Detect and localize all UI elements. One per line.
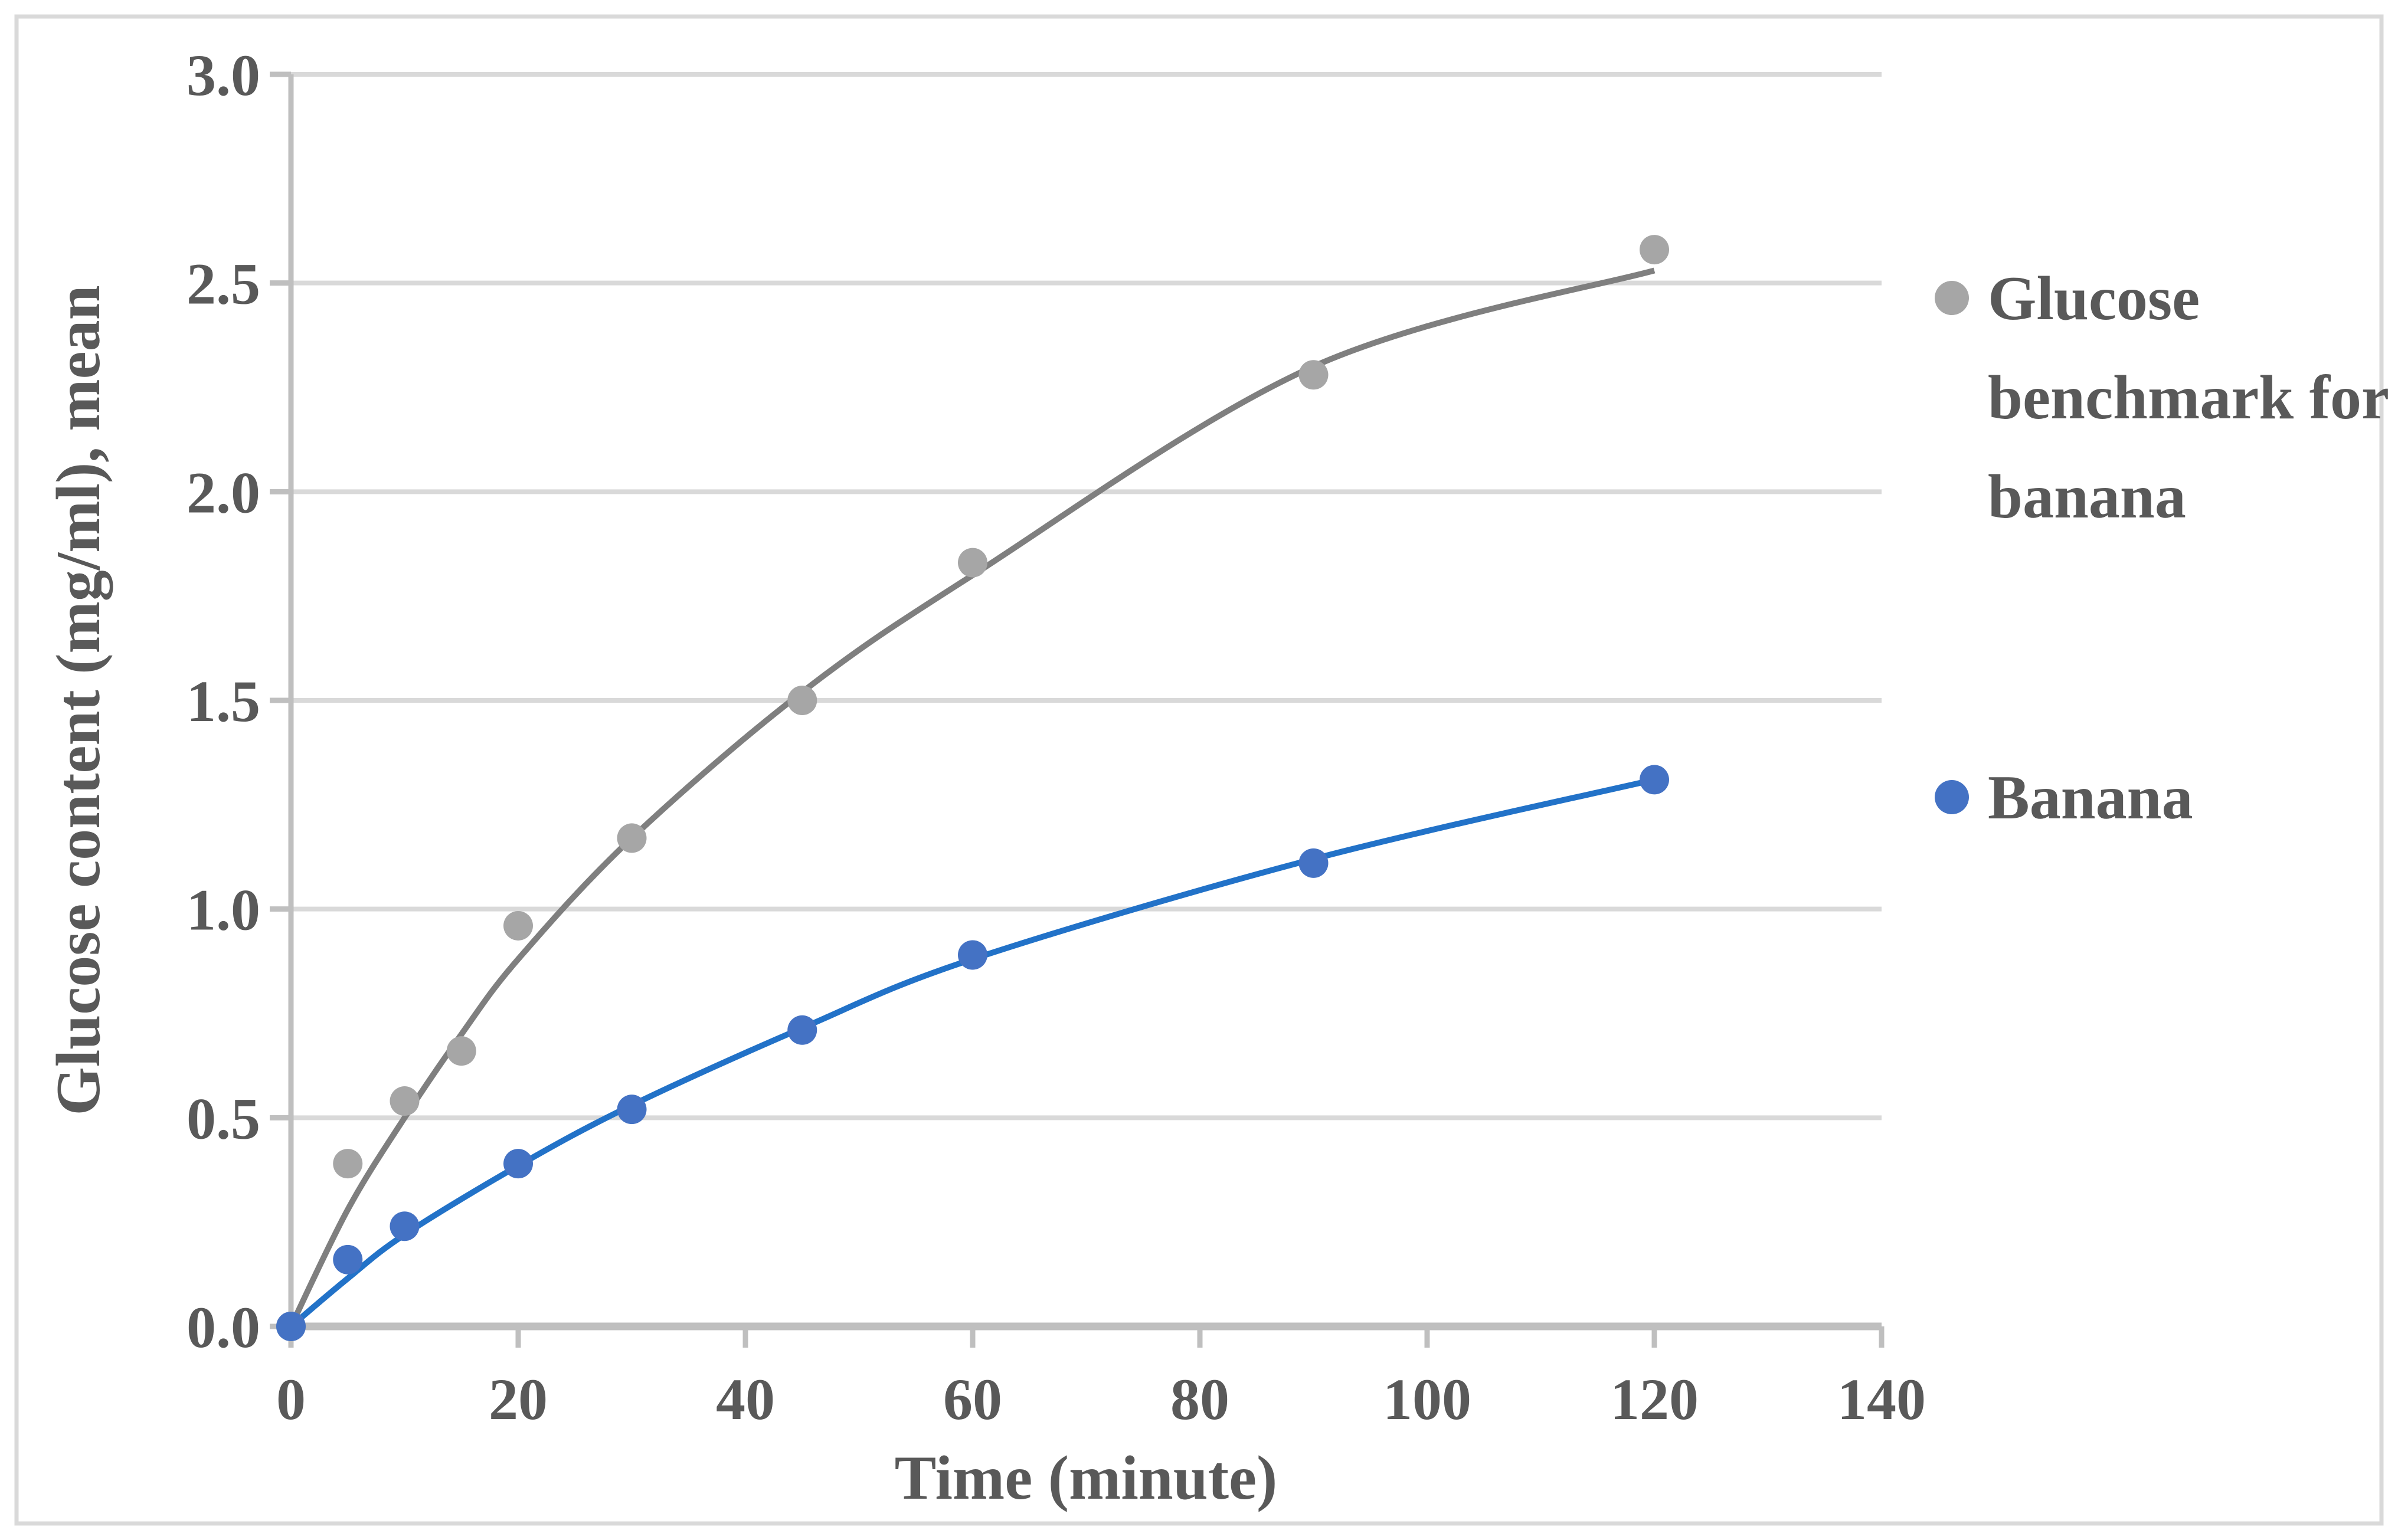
gridlines-group [291, 72, 1882, 1120]
y-tick-label-0.0: 0.0 [187, 1295, 260, 1360]
data-point-banana-90min [1298, 848, 1329, 878]
data-point-banana-20min [503, 1149, 533, 1179]
data-point-banana-0min [276, 1312, 306, 1341]
legend: Glucose benchmark for banana Banana [1935, 264, 2389, 832]
legend-label-benchmark-line2: benchmark for [1988, 363, 2389, 432]
data-point-benchmark-20min [503, 910, 533, 941]
y-axis-title: Glucose content (mg/ml), mean [44, 285, 113, 1115]
y-tick-label-1.5: 1.5 [187, 669, 260, 734]
figure-border [14, 14, 2384, 1526]
data-point-benchmark-30min [617, 823, 647, 853]
x-tick-label-20: 20 [489, 1367, 548, 1432]
data-point-benchmark-45min [787, 686, 817, 715]
x-tick-label-140: 140 [1837, 1367, 1926, 1432]
y-tick-label-2.5: 2.5 [187, 251, 260, 317]
data-point-banana-120min [1640, 765, 1669, 795]
ticks-group [270, 71, 1885, 1348]
x-axis-title: Time (minute) [895, 1443, 1278, 1512]
y-tick-label-0.5: 0.5 [187, 1086, 260, 1151]
y-tick-label-1.0: 1.0 [187, 877, 260, 943]
tick-labels-group: 0 20 40 60 80 100 120 140 0.0 0.5 1.0 1.5 2.0 2.5 3.0 [187, 42, 1926, 1432]
x-tick-label-40: 40 [716, 1367, 775, 1432]
legend-marker-benchmark [1935, 281, 1969, 315]
y-tick-label-3.0: 3.0 [187, 42, 260, 108]
data-point-benchmark-10min [390, 1086, 420, 1116]
legend-label-benchmark-line1: Glucose [1988, 264, 2200, 333]
data-point-banana-60min [958, 940, 987, 970]
data-point-banana-30min [617, 1095, 647, 1125]
legend-label-benchmark-line3: banana [1988, 462, 2186, 531]
trend-lines-group [288, 267, 1656, 1329]
data-points-group [276, 235, 1669, 1341]
data-point-banana-45min [787, 1015, 817, 1045]
x-tick-label-0: 0 [276, 1367, 306, 1432]
trend-line-benchmark [288, 267, 1656, 1328]
legend-label-banana-line1: Banana [1988, 763, 2193, 832]
y-tick-label-2.0: 2.0 [187, 460, 260, 525]
x-tick-label-120: 120 [1610, 1367, 1699, 1432]
x-tick-label-80: 80 [1170, 1367, 1229, 1432]
trend-line-banana [289, 776, 1656, 1329]
data-point-benchmark-15min [446, 1036, 476, 1066]
data-point-benchmark-120min [1640, 235, 1669, 265]
data-point-benchmark-60min [958, 548, 987, 578]
data-point-benchmark-5min [333, 1149, 363, 1179]
data-point-benchmark-90min [1298, 360, 1329, 390]
x-tick-label-60: 60 [943, 1367, 1002, 1432]
x-tick-label-100: 100 [1383, 1367, 1471, 1432]
data-point-banana-5min [333, 1244, 363, 1274]
data-point-banana-10min [390, 1211, 420, 1241]
legend-marker-banana [1935, 780, 1969, 814]
